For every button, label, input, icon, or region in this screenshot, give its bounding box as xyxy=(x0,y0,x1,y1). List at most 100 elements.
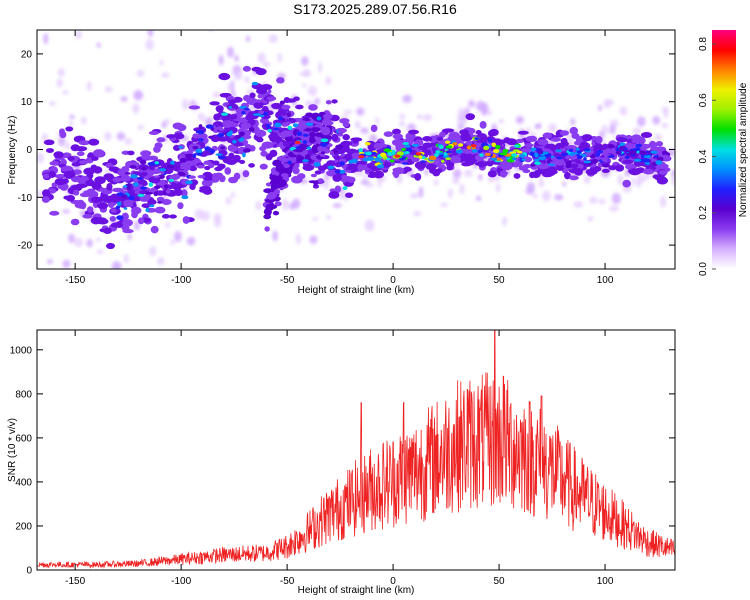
spectrogram-cell xyxy=(530,147,537,152)
colorbar-tick-label: 0.2 xyxy=(698,205,709,219)
spectrogram-cell xyxy=(352,137,359,144)
spectrogram-cell xyxy=(228,108,237,111)
spectrogram-cell xyxy=(323,147,329,153)
spectrogram-cell xyxy=(299,146,307,151)
spectrogram-cell xyxy=(514,144,520,148)
spectrogram-cell xyxy=(209,101,220,106)
spectrogram-cell xyxy=(258,110,264,115)
spectrogram-cell xyxy=(492,148,500,154)
spectrogram-cell xyxy=(618,145,626,151)
spectrogram-cell xyxy=(661,122,669,129)
spectrogram-cell xyxy=(170,239,175,246)
spectrogram-cell xyxy=(326,169,338,177)
spectrogram-cell xyxy=(227,99,237,105)
spectrogram-cell xyxy=(332,174,342,182)
spectrogram-cell xyxy=(417,114,423,120)
x-tick-label: 50 xyxy=(494,275,506,286)
spectrogram-cell xyxy=(204,146,211,151)
spectrogram-cell xyxy=(268,34,279,43)
spectrogram-cell xyxy=(566,144,578,151)
spectrogram-cell xyxy=(436,168,443,174)
spectrogram-cell xyxy=(229,113,238,120)
spectrogram-cell xyxy=(261,141,274,149)
spectrogram-cell xyxy=(137,193,145,197)
spectrogram-cell xyxy=(389,159,395,163)
spectrogram-cell xyxy=(512,161,523,166)
spectrogram-cell xyxy=(270,141,278,145)
spectrogram-cell xyxy=(401,162,409,165)
spectrogram-cell xyxy=(506,158,515,163)
spectrogram-cell xyxy=(153,185,161,190)
spectrogram-cell xyxy=(334,170,341,174)
spectrogram-cell xyxy=(48,101,57,106)
y-tick-label: 200 xyxy=(15,521,32,532)
spectrogram-cell xyxy=(636,176,641,189)
spectrogram-cell xyxy=(617,174,624,186)
spectrogram-cell xyxy=(87,190,99,199)
spectrogram-cell xyxy=(133,182,139,187)
spectrogram-cell xyxy=(111,261,122,269)
spectrogram-cell xyxy=(428,155,437,161)
spectrogram-cell xyxy=(516,150,523,154)
spectrogram-cell xyxy=(86,270,92,274)
spectrogram-cell xyxy=(227,46,234,58)
spectrogram-cell xyxy=(314,97,321,105)
spectrogram-cell xyxy=(624,155,630,160)
spectrogram-cell xyxy=(97,13,105,17)
spectrogram-cell xyxy=(491,142,497,147)
spectrogram-cell xyxy=(376,164,385,169)
spectrogram-cell xyxy=(62,209,71,214)
spectrogram-cell xyxy=(569,175,579,181)
spectrogram-cell xyxy=(597,198,606,205)
spectrogram-cell xyxy=(445,157,452,161)
spectrogram-cell xyxy=(422,114,433,122)
spectrogram-cell xyxy=(595,135,603,144)
spectrogram-cell xyxy=(123,254,130,264)
snr-x-label: Height of straight line (km) xyxy=(298,585,415,596)
spectrogram-cell xyxy=(197,129,205,135)
spectrogram-cell xyxy=(307,85,318,97)
chart-title: S173.2025.289.07.56.R16 xyxy=(293,1,457,17)
spectrogram-cell xyxy=(305,122,314,126)
spectrogram-cell xyxy=(458,107,465,116)
spectrogram-cell xyxy=(442,154,450,159)
spectrogram-cell xyxy=(197,174,206,179)
spectrogram-cell xyxy=(287,160,292,165)
spectrogram-cell xyxy=(445,150,453,154)
colorbar-label: Normalized spectral amplitude xyxy=(738,82,749,217)
spectrogram-cell xyxy=(281,148,288,153)
spectrogram-cell xyxy=(483,145,490,151)
spectrogram-cell xyxy=(179,158,187,163)
spectrogram-cell xyxy=(280,109,287,116)
spectrogram-cell xyxy=(642,158,650,163)
spectrogram-cell xyxy=(622,179,631,188)
spectrogram-cell xyxy=(611,192,622,205)
spectrogram-cell xyxy=(51,272,58,283)
spectrogram-cell xyxy=(607,155,615,158)
spectrogram-cell xyxy=(568,163,579,169)
spectrogram-cell xyxy=(447,135,459,144)
spectrogram-cell xyxy=(87,206,94,214)
spectrogram-cell xyxy=(161,199,172,206)
spectrogram-cell xyxy=(321,118,332,126)
spectrogram-cell xyxy=(218,72,231,81)
spectrogram-cell xyxy=(609,124,616,135)
spectrogram-cell xyxy=(392,133,403,140)
spectrogram-cell xyxy=(418,186,424,198)
spectrogram-cell xyxy=(317,178,324,183)
spectrogram-cell xyxy=(312,184,320,189)
spectrogram-cell xyxy=(309,235,318,245)
spectrogram-cell xyxy=(296,131,303,137)
spectrogram-cell xyxy=(565,162,571,165)
spectrogram-cell xyxy=(279,100,285,105)
spectrogram-cell xyxy=(150,225,159,234)
spectrogram-cell xyxy=(581,134,593,142)
spectrogram-cell xyxy=(168,184,175,189)
spectrogram-cell xyxy=(154,206,166,214)
spectrogram-cell xyxy=(277,52,283,63)
spectrogram-cell xyxy=(447,188,453,199)
spectrogram-cell xyxy=(452,168,462,179)
spectrogram-cell xyxy=(102,227,113,234)
spectrogram-cell xyxy=(370,151,377,155)
spectrogram-cell xyxy=(111,322,116,326)
